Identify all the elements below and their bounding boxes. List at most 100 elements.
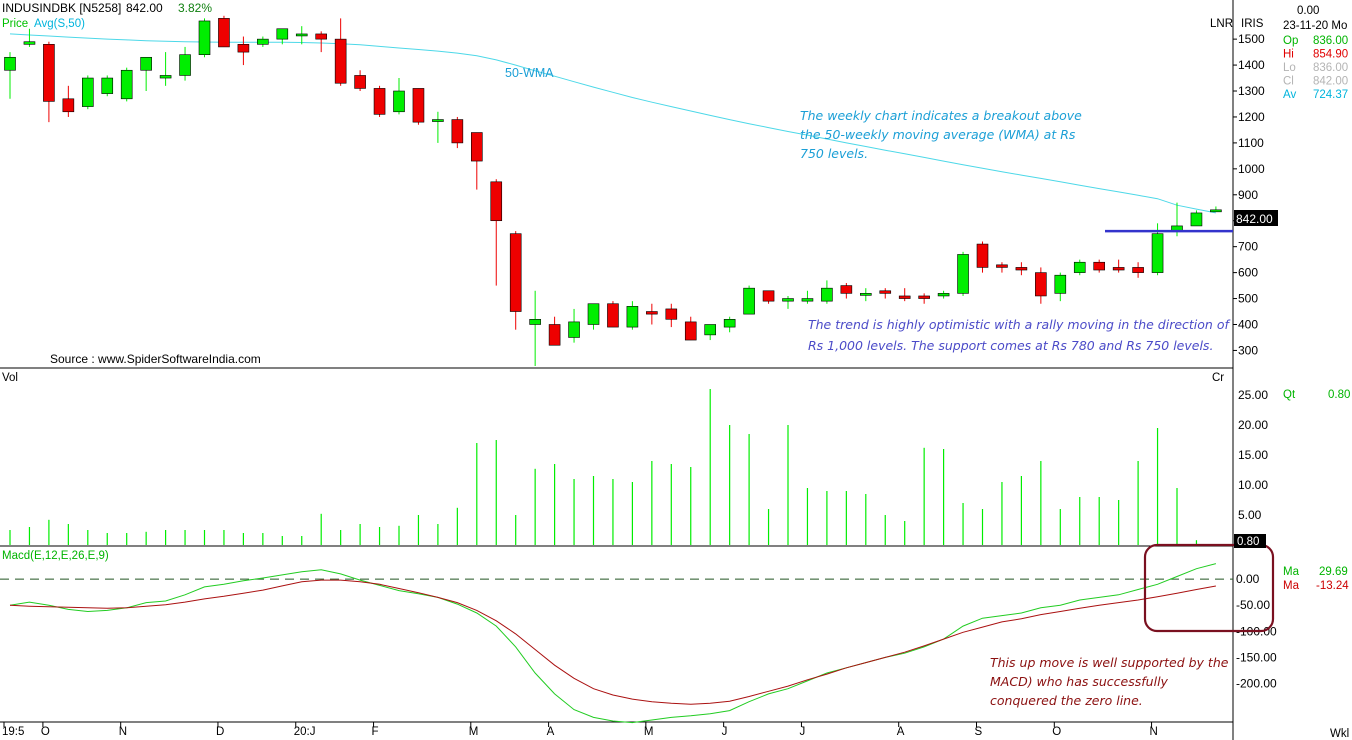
candle-body[interactable] [840, 285, 853, 294]
candle-body[interactable] [918, 295, 930, 299]
time-tick-label: J [799, 726, 805, 738]
candle-body[interactable] [412, 88, 425, 123]
candle-body[interactable] [665, 308, 678, 320]
candle-body[interactable] [762, 290, 775, 302]
candle-body[interactable] [237, 44, 250, 53]
candle-body[interactable] [898, 295, 911, 299]
macd-panel[interactable]: 0.00-50.00-100.00-150.00-200.00 [0, 543, 1277, 724]
candle-body[interactable] [1093, 261, 1105, 271]
macd-ma1-label: Ma [1283, 566, 1300, 578]
candle-body[interactable] [62, 98, 75, 113]
volume-panel[interactable]: 5.00 10.00 15.00 20.00 25.00 [9, 388, 1268, 545]
candle-body[interactable] [373, 88, 386, 115]
candle-body[interactable] [393, 90, 405, 113]
candle-body[interactable] [879, 290, 892, 294]
price-panel[interactable] [4, 15, 1234, 366]
svg-text:This up move is well supported: This up move is well supported by the [990, 655, 1229, 670]
candle-body[interactable] [509, 233, 522, 312]
svg-text:conquered the zero line.: conquered the zero line. [990, 693, 1143, 708]
info-value: 836.00 [1313, 62, 1348, 74]
macd-label: Macd(E,12,E,26,E,9) [2, 550, 109, 562]
signal-line [9, 579, 1216, 705]
candle-body[interactable] [957, 254, 969, 294]
candle-body[interactable] [548, 324, 561, 346]
info-label: Op [1283, 35, 1298, 47]
candle-body[interactable] [1035, 272, 1047, 297]
price-axis: 3004005006007008009001000110012001300140… [2, 32, 1265, 738]
candle-body[interactable] [782, 298, 794, 302]
info-top-value: 0.00 [1297, 5, 1319, 17]
candle-body[interactable] [743, 287, 755, 315]
candle-body[interactable] [587, 303, 600, 325]
candle-body[interactable] [354, 75, 366, 89]
candle-body[interactable] [626, 306, 639, 328]
candle-body[interactable] [82, 77, 94, 107]
candle-body[interactable] [684, 321, 697, 341]
candle-body[interactable] [976, 243, 989, 268]
candle-body[interactable] [432, 119, 444, 122]
candle-body[interactable] [1210, 209, 1222, 213]
svg-text:The weekly chart indicates a b: The weekly chart indicates a breakout ab… [800, 108, 1082, 123]
candle-body[interactable] [120, 69, 133, 100]
candle-body[interactable] [996, 264, 1008, 268]
legend-price: Price [2, 18, 28, 30]
candle-body[interactable] [276, 28, 289, 40]
time-tick-label: A [547, 726, 555, 738]
period-label: Wkl [1330, 728, 1349, 740]
candle-body[interactable] [490, 181, 503, 222]
time-tick-label: 20:J [294, 726, 316, 738]
info-label: Av [1283, 89, 1296, 101]
lnr-label[interactable]: LNR [1210, 18, 1233, 30]
candle-body[interactable] [821, 287, 833, 302]
price-tick-label: 400 [1238, 317, 1258, 331]
candle-body[interactable] [568, 321, 580, 338]
candle-body[interactable] [1190, 212, 1203, 227]
candle-body[interactable] [859, 293, 872, 296]
candle-body[interactable] [451, 119, 464, 144]
candle-body[interactable] [1015, 267, 1028, 271]
candle-body[interactable] [43, 44, 55, 102]
macd-tick-label: -150.00 [1236, 650, 1277, 664]
price-tick-label: 300 [1238, 343, 1258, 357]
svg-text:the 50-weekly moving average (: the 50-weekly moving average (WMA) at Rs [800, 127, 1076, 142]
candle-body[interactable] [470, 132, 483, 162]
candle-body[interactable] [646, 311, 658, 315]
candle-body[interactable] [23, 41, 36, 45]
candle-body[interactable] [1112, 267, 1125, 271]
candle-body[interactable] [179, 54, 191, 76]
change-percent: 3.82% [178, 1, 212, 15]
breakout-annotation: The weekly chart indicates a breakout ab… [800, 108, 1082, 161]
vol-tag: 0.80 [1237, 536, 1259, 548]
candle-body[interactable] [937, 293, 950, 297]
time-tick-label: A [897, 726, 905, 738]
candle-body[interactable] [334, 38, 347, 84]
cr-label: Cr [1212, 372, 1224, 384]
candle-body[interactable] [607, 303, 619, 328]
info-value: 842.00 [1313, 76, 1348, 88]
candle-body[interactable] [1054, 274, 1067, 294]
candle-body[interactable] [257, 38, 269, 45]
candle-body[interactable] [704, 324, 717, 336]
candle-body[interactable] [295, 33, 308, 37]
candle-body[interactable] [218, 18, 230, 48]
macd-line [9, 563, 1217, 724]
candle-body[interactable] [801, 298, 814, 302]
candle-body[interactable] [1073, 261, 1086, 273]
info-value: 724.37 [1313, 89, 1348, 101]
time-tick-label: M [469, 726, 479, 738]
qt-label: Qt [1283, 389, 1296, 401]
macd-ma2-value: -13.24 [1316, 580, 1349, 592]
candle-body[interactable] [1151, 233, 1164, 273]
candle-body[interactable] [198, 20, 211, 55]
candle-body[interactable] [159, 75, 172, 79]
candle-body[interactable] [140, 56, 152, 71]
candle-body[interactable] [529, 319, 541, 325]
price-tick-label: 900 [1238, 188, 1258, 202]
candle-body[interactable] [1132, 267, 1144, 273]
candle-body[interactable] [723, 319, 736, 328]
candle-body[interactable] [101, 77, 114, 94]
iris-label[interactable]: IRIS [1241, 18, 1264, 30]
candle-body[interactable] [315, 33, 328, 40]
candle-body[interactable] [4, 56, 16, 71]
time-tick-label: N [1150, 726, 1158, 738]
